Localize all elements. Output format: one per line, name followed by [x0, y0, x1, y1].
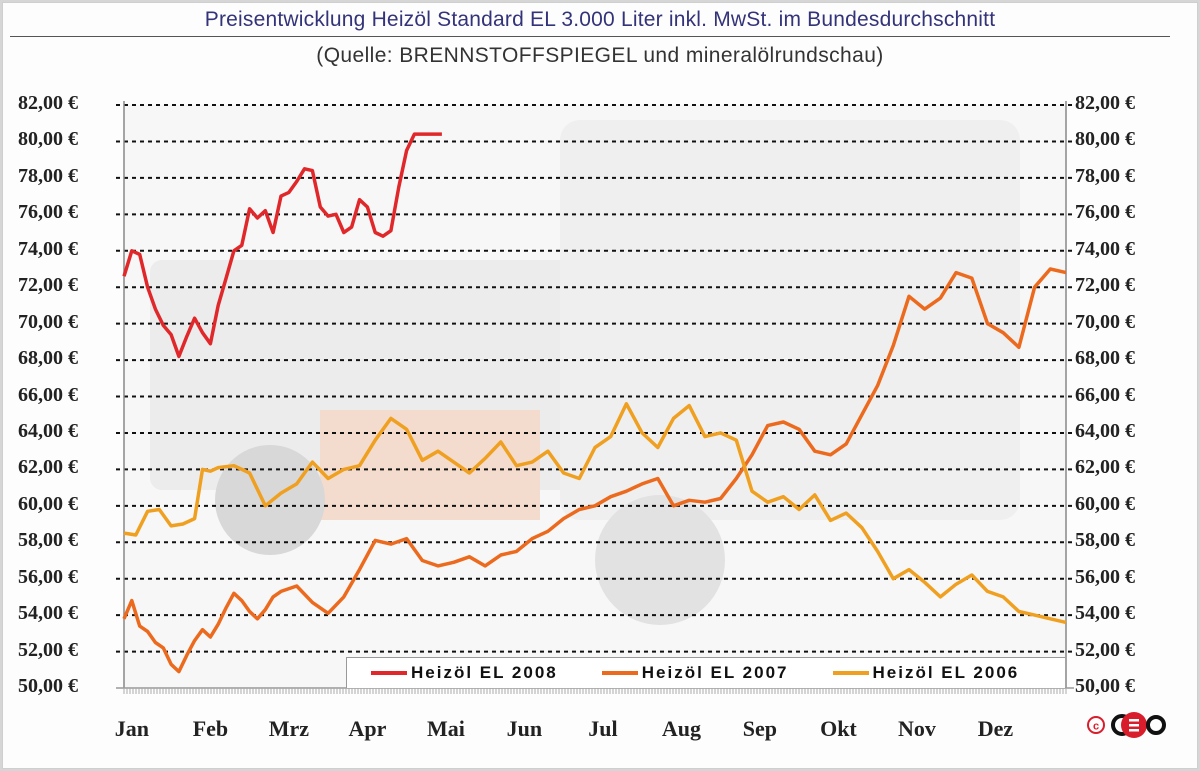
- x-tick-label-aug: Aug: [661, 716, 701, 741]
- y-tick-label: 72,00 €: [18, 274, 78, 297]
- y-tick-label: 74,00 €: [18, 237, 78, 260]
- y-tick-label: 62,00 €: [18, 456, 78, 479]
- truck-cab-shape: [560, 120, 1020, 520]
- y-tick-label: 54,00 €: [1075, 602, 1135, 625]
- y-tick-label: 64,00 €: [1075, 419, 1135, 442]
- truck-wheel-shape: [595, 495, 725, 625]
- y-tick-label: 64,00 €: [18, 419, 78, 442]
- y-tick-label: 52,00 €: [18, 638, 78, 661]
- legend-item-2007: Heizöl EL 2007: [601, 663, 789, 683]
- ceo-logo-icon: c: [1087, 712, 1166, 738]
- legend-item-2006: Heizöl EL 2006: [832, 663, 1020, 683]
- y-tick-label: 68,00 €: [18, 347, 78, 370]
- y-tick-label: 50,00 €: [18, 675, 78, 697]
- x-tick-label-nov: Nov: [897, 716, 936, 741]
- chart-title: Preisentwicklung Heizöl Standard EL 3.00…: [204, 8, 996, 31]
- chart-subtitle: (Quelle: BRENNSTOFFSPIEGEL und mineralöl…: [316, 44, 884, 67]
- y-tick-label: 78,00 €: [1075, 164, 1135, 187]
- x-tick-label-jan: Jan: [114, 716, 150, 741]
- legend-swatch-2007: [601, 671, 638, 675]
- y-tick-label: 80,00 €: [18, 128, 78, 151]
- y-tick-label: 62,00 €: [1075, 456, 1135, 479]
- y-tick-label: 70,00 €: [18, 310, 78, 333]
- x-tick-label-okt: Okt: [820, 716, 857, 741]
- y-tick-label: 78,00 €: [18, 164, 78, 187]
- y-tick-label: 58,00 €: [1075, 529, 1135, 552]
- truck-tank-panel: [320, 410, 540, 520]
- y-tick-label: 60,00 €: [1075, 492, 1135, 515]
- series-line-2007: [122, 267, 1067, 674]
- y-tick-label: 66,00 €: [1075, 383, 1135, 406]
- y-tick-label: 68,00 €: [1075, 347, 1135, 370]
- legend-item-2008: Heizöl EL 2008: [371, 663, 558, 683]
- y-tick-label: 74,00 €: [1075, 237, 1135, 260]
- x-tick-label-mrz: Mrz: [268, 716, 310, 741]
- y-tick-label: 56,00 €: [18, 565, 78, 588]
- legend-swatch-2008: [371, 671, 407, 675]
- legend-label-2008: Heizöl EL 2008: [411, 663, 558, 682]
- y-tick-label: 52,00 €: [1075, 638, 1135, 661]
- x-tick-label-apr: Apr: [348, 716, 387, 741]
- y-tick-label: 80,00 €: [1075, 128, 1135, 151]
- x-tick-label-jun: Jun: [506, 716, 543, 741]
- y-tick-label: 66,00 €: [18, 383, 78, 406]
- y-tick-label: 82,00 €: [18, 92, 78, 114]
- y-tick-label: 72,00 €: [1075, 274, 1135, 297]
- svg-text:c: c: [1093, 721, 1099, 733]
- series-line-2008: [122, 132, 442, 359]
- legend-swatch-2006: [832, 671, 869, 675]
- x-tick-label-mai: Mai: [426, 716, 465, 741]
- legend-label-2006: Heizöl EL 2006: [872, 663, 1020, 682]
- y-tick-label: 50,00 €: [1075, 675, 1135, 697]
- x-tick-label-jul: Jul: [588, 716, 618, 741]
- x-tick-label-sep: Sep: [742, 716, 778, 741]
- x-tick-label-feb: Feb: [192, 716, 229, 741]
- chart-legend: Heizöl EL 2008 Heizöl EL 2007 Heizöl EL …: [346, 657, 1065, 688]
- y-tick-label: 82,00 €: [1075, 92, 1135, 114]
- y-tick-label: 56,00 €: [1075, 565, 1135, 588]
- y-tick-label: 70,00 €: [1075, 310, 1135, 333]
- x-tick-label-dez: Dez: [977, 716, 1014, 741]
- series-line-2006: [123, 402, 1067, 625]
- y-tick-label: 58,00 €: [18, 529, 78, 552]
- title-underline: [10, 36, 1170, 37]
- y-tick-label: 76,00 €: [18, 201, 78, 224]
- legend-label-2007: Heizöl EL 2007: [641, 663, 789, 682]
- y-tick-label: 76,00 €: [1075, 201, 1135, 224]
- y-tick-label: 60,00 €: [18, 492, 78, 515]
- y-tick-label: 54,00 €: [18, 602, 78, 625]
